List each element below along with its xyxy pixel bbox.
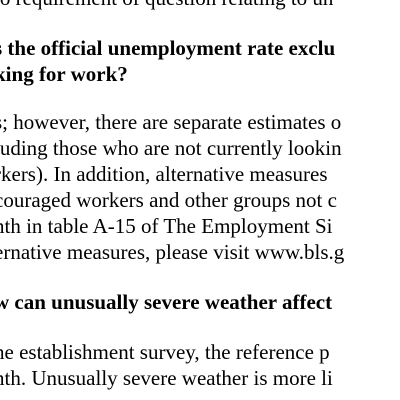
answer-text-line: s; however, there are separate estimates… — [0, 110, 342, 134]
answer-text-line: rkers). In addition, alternative measure… — [0, 162, 328, 186]
body-text-line: to requirement of question relating to u… — [0, 0, 333, 10]
question-heading-line: s the official unemployment rate exclu — [0, 36, 336, 60]
answer-text-line: couraged workers and other groups not c — [0, 188, 337, 212]
question-heading-line: w can unusually severe weather affect — [0, 290, 333, 314]
answer-text-line: ernative measures, please visit www.bls.… — [0, 240, 345, 264]
answer-text-line: nth. Unusually severe weather is more li — [0, 366, 333, 390]
answer-text-line: he establishment survey, the reference p — [0, 340, 330, 364]
answer-text-line: luding those who are not currently looki… — [0, 136, 342, 160]
question-heading-line: king for work? — [0, 62, 128, 86]
answer-text-line: nth in table A-15 of The Employment Si — [0, 214, 333, 238]
